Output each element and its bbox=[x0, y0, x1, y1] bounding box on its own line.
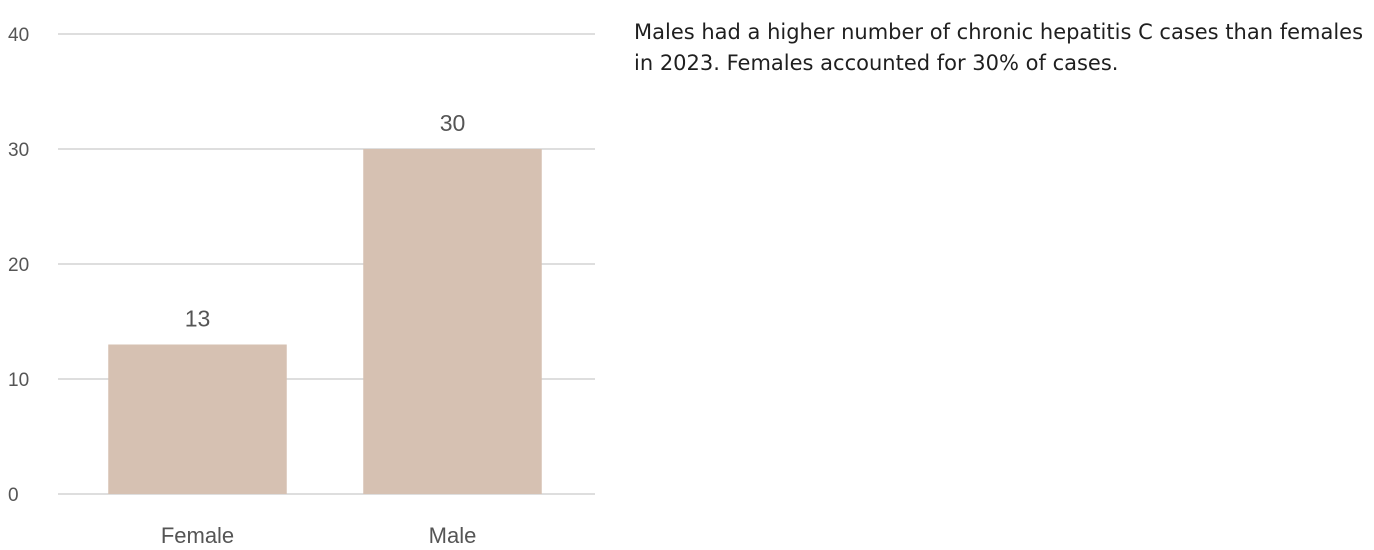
y-tick-label-10: 10 bbox=[8, 370, 29, 391]
x-axis-category-labels: Female Male bbox=[161, 523, 477, 548]
y-tick-label-40: 40 bbox=[8, 25, 29, 46]
data-label-male: 30 bbox=[440, 110, 466, 136]
chart-description: Males had a higher number of chronic hep… bbox=[634, 20, 1364, 75]
y-axis-tick-labels: 0 10 20 30 40 bbox=[8, 25, 29, 506]
bar-male bbox=[363, 149, 542, 494]
y-tick-label-20: 20 bbox=[8, 255, 29, 276]
y-tick-label-30: 30 bbox=[8, 140, 29, 161]
y-tick-label-0: 0 bbox=[8, 485, 19, 506]
data-labels: 13 30 bbox=[185, 110, 466, 332]
bar-female bbox=[108, 344, 287, 494]
bar-chart: 0 10 20 30 40 13 30 Female Male bbox=[8, 25, 595, 548]
category-label-female: Female bbox=[161, 523, 234, 548]
data-label-female: 13 bbox=[185, 306, 211, 332]
bars bbox=[108, 149, 542, 494]
category-label-male: Male bbox=[429, 523, 477, 548]
